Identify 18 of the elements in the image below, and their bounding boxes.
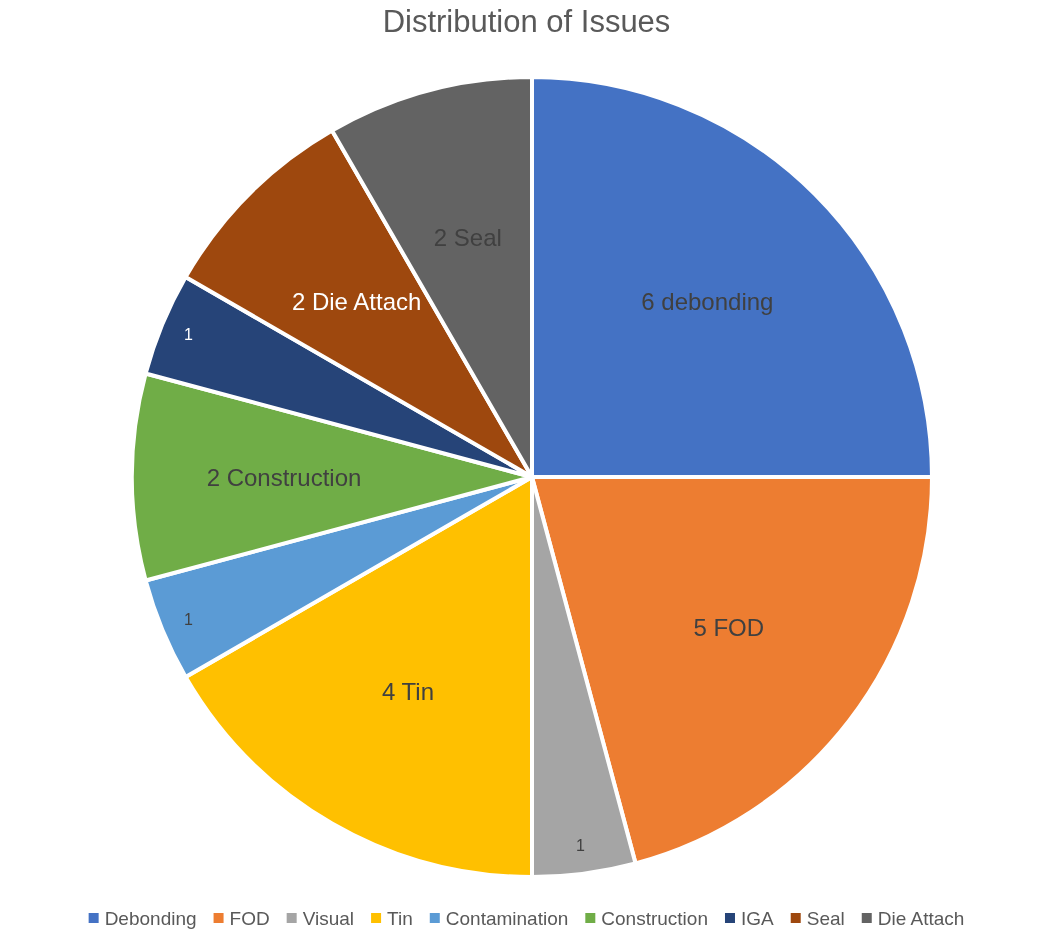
legend-label: Construction — [601, 907, 708, 929]
data-label: 1 — [576, 837, 586, 855]
data-label: 5 FOD — [693, 614, 765, 642]
legend-label: Die Attach — [877, 907, 965, 929]
data-label: 4 Tin — [381, 678, 435, 706]
legend-label: Tin — [387, 907, 413, 929]
legend-label: Debonding — [104, 907, 197, 929]
legend-label: Contamination — [445, 907, 569, 929]
data-label: 2 Die Attach — [291, 288, 422, 316]
data-label: 6 debonding — [641, 288, 774, 316]
legend-label: Seal — [806, 907, 845, 929]
legend-label: IGA — [740, 907, 775, 929]
legend-label: FOD — [229, 907, 270, 929]
data-label: 1 — [183, 326, 193, 344]
legend-label: Visual — [302, 907, 355, 929]
data-label: 1 — [183, 610, 193, 628]
chart-title: Distribution of Issues — [382, 4, 671, 39]
data-label: 2 Construction — [206, 463, 362, 491]
